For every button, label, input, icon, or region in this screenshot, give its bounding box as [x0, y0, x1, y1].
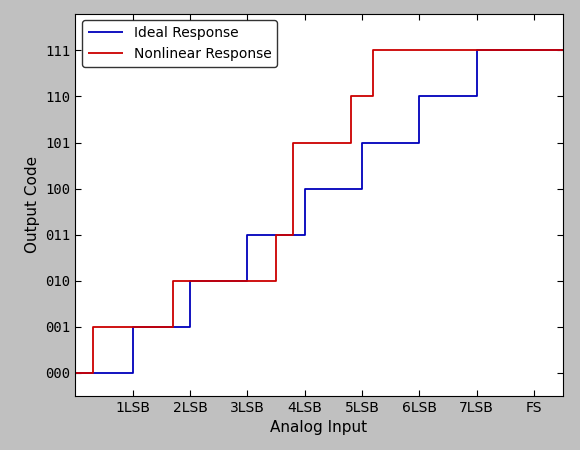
Nonlinear Response	[559, 48, 566, 53]
Nonlinear Response	[89, 370, 96, 376]
Nonlinear Response	[72, 370, 79, 376]
Nonlinear Response	[456, 48, 463, 53]
Ideal Response	[187, 324, 194, 329]
Nonlinear Response	[370, 48, 377, 53]
Ideal Response	[473, 48, 480, 53]
Nonlinear Response	[273, 278, 280, 284]
Nonlinear Response	[347, 94, 354, 99]
Y-axis label: Output Code: Output Code	[25, 156, 40, 253]
Ideal Response	[358, 140, 365, 145]
Nonlinear Response	[456, 48, 463, 53]
Ideal Response	[416, 140, 423, 145]
Ideal Response	[129, 324, 136, 329]
Ideal Response	[72, 370, 79, 376]
Legend: Ideal Response, Nonlinear Response: Ideal Response, Nonlinear Response	[82, 20, 277, 67]
Line: Nonlinear Response: Nonlinear Response	[75, 50, 563, 373]
Line: Ideal Response: Ideal Response	[75, 50, 563, 373]
Nonlinear Response	[347, 140, 354, 145]
Ideal Response	[559, 48, 566, 53]
Ideal Response	[244, 278, 251, 284]
Ideal Response	[358, 186, 365, 191]
X-axis label: Analog Input: Analog Input	[270, 420, 368, 436]
Nonlinear Response	[273, 232, 280, 238]
Nonlinear Response	[290, 140, 297, 145]
Ideal Response	[187, 278, 194, 284]
Nonlinear Response	[89, 324, 96, 329]
Nonlinear Response	[169, 324, 176, 329]
Nonlinear Response	[370, 94, 377, 99]
Nonlinear Response	[169, 278, 176, 284]
Ideal Response	[301, 186, 308, 191]
Ideal Response	[416, 94, 423, 99]
Ideal Response	[244, 232, 251, 238]
Ideal Response	[129, 370, 136, 376]
Ideal Response	[301, 232, 308, 238]
Ideal Response	[473, 94, 480, 99]
Nonlinear Response	[290, 232, 297, 238]
